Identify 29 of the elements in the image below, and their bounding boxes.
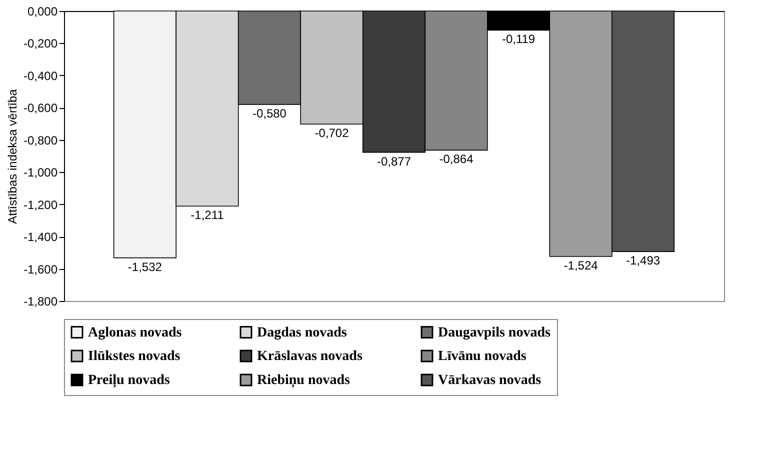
data-label: -0,877 — [376, 154, 412, 168]
data-label: -1,532 — [128, 260, 162, 274]
y-tick-label: -1,800 — [23, 294, 58, 308]
legend-label: Līvānu novads — [438, 349, 527, 364]
y-tick-label: -1,200 — [23, 198, 58, 212]
data-label: -0,702 — [314, 126, 350, 140]
data-label: -1,211 — [190, 208, 224, 222]
y-tick-label: -0,200 — [23, 36, 58, 51]
data-label: -1,493 — [626, 254, 660, 268]
y-tick-label: -1,000 — [23, 166, 58, 180]
legend-label: Aglonas novads — [88, 325, 182, 340]
legend-label: Krāslavas novads — [257, 349, 363, 364]
legend-label: Dagdas novads — [257, 325, 348, 340]
y-tick-label: -0,600 — [23, 101, 58, 116]
y-tick-label: -1,400 — [23, 230, 58, 244]
y-tick-label: -0,400 — [23, 68, 58, 83]
y-tick-label: 0,000 — [27, 4, 58, 18]
legend-label: Riebiņu novads — [257, 373, 351, 388]
data-label: -1,524 — [564, 258, 598, 273]
y-axis-title: Attīstības indeksa vērtība — [5, 88, 20, 224]
legend-label: Daugavpils novads — [438, 325, 551, 340]
legend-label: Vārkavas novads — [438, 373, 542, 388]
y-tick-label: -0,800 — [23, 133, 58, 148]
data-label: -0,864 — [439, 152, 474, 166]
legend-label: Preiļu novads — [88, 373, 170, 388]
data-label: -0,119 — [502, 32, 536, 46]
data-label: -0,580 — [252, 106, 287, 120]
legend-label: Ilūkstes novads — [88, 349, 181, 364]
y-tick-label: -1,600 — [23, 262, 58, 276]
